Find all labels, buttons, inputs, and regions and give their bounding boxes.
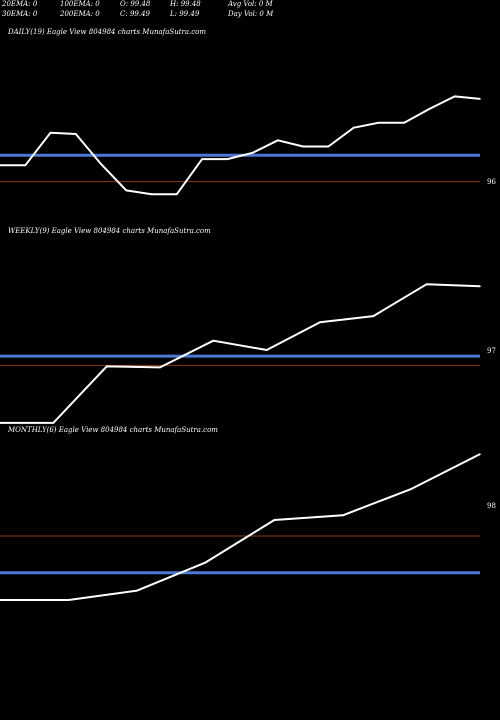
weekly-price-point [0, 422, 1, 424]
daily-price-point [302, 145, 304, 148]
daily-price-point [352, 126, 355, 129]
daily-price-point [428, 108, 431, 110]
stat-open: O: 99.48 [120, 0, 151, 8]
stat-close: C: 99.49 [120, 10, 151, 18]
daily-panel: DAILY(19) Eagle View 804984 charts Munaf… [0, 28, 496, 196]
weekly-price-point [425, 283, 428, 285]
daily-price-point [150, 193, 153, 195]
daily-price-point [176, 193, 178, 195]
weekly-price-point [52, 422, 55, 424]
daily-price-point [378, 121, 380, 124]
daily-price-point [277, 139, 279, 142]
daily-price-point [201, 158, 203, 160]
weekly-panel-title: WEEKLY(9) Eagle View 804984 charts Munaf… [8, 227, 211, 235]
stat-avg-vol: Avg Vol: 0 M [227, 0, 274, 8]
stat-low: L: 99.49 [169, 10, 200, 18]
stat-high: H: 99.48 [169, 0, 201, 8]
daily-price-point [453, 95, 456, 98]
stat-200ema: 200EMA: 0 [59, 10, 100, 18]
daily-price-point [125, 189, 128, 192]
monthly-price-point [273, 519, 276, 521]
daily-price-point [479, 98, 481, 100]
weekly-price-point [105, 365, 108, 368]
monthly-price-point [479, 453, 481, 455]
weekly-price-point [372, 315, 375, 317]
stat-100ema: 100EMA: 0 [60, 0, 100, 8]
monthly-price-line [0, 453, 481, 601]
weekly-price-point [265, 349, 268, 351]
daily-price-line [0, 95, 481, 196]
weekly-price-point [319, 321, 321, 324]
header-stats: 20EMA: 0 100EMA: 0 O: 99.48 H: 99.48 Avg… [1, 0, 274, 18]
stat-30ema: 30EMA: 0 [2, 10, 38, 18]
daily-price-point [100, 163, 102, 165]
daily-price-point [403, 121, 406, 124]
daily-price-point [0, 164, 1, 167]
monthly-price-point [342, 514, 344, 517]
monthly-price-point [67, 599, 70, 601]
daily-price-point [74, 133, 77, 135]
daily-axis-tick-label: 96 [487, 178, 496, 186]
stat-20ema: 20EMA: 0 [1, 0, 38, 8]
weekly-price-point [212, 339, 215, 342]
daily-price-point [24, 164, 27, 167]
monthly-price-point [136, 589, 138, 592]
daily-price-point [49, 131, 52, 134]
daily-price-point [327, 145, 330, 148]
monthly-price-point [0, 599, 1, 601]
monthly-price-point [204, 561, 207, 564]
stat-day-vol: Day Vol: 0 M [227, 10, 274, 18]
daily-price-point [251, 152, 254, 154]
monthly-axis-tick-label: 98 [487, 502, 496, 510]
monthly-panel-title: MONTHLY(6) Eagle View 804984 charts Muna… [7, 426, 218, 434]
daily-price-point [226, 158, 229, 160]
weekly-panel: WEEKLY(9) Eagle View 804984 charts Munaf… [0, 227, 496, 424]
weekly-price-point [479, 285, 481, 288]
daily-panel-title: DAILY(19) Eagle View 804984 charts Munaf… [7, 28, 206, 36]
weekly-price-point [159, 366, 161, 369]
weekly-price-line [0, 283, 481, 424]
weekly-axis-tick-label: 97 [487, 347, 496, 355]
monthly-price-point [410, 488, 413, 490]
monthly-panel: MONTHLY(6) Eagle View 804984 charts Muna… [0, 426, 496, 601]
